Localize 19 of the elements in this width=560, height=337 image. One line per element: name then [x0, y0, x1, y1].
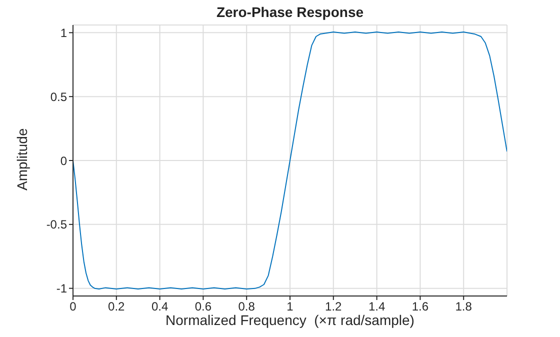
line-series: [73, 32, 507, 290]
x-tick-label: 1.2: [325, 300, 342, 314]
y-axis-title: Amplitude: [14, 128, 30, 190]
x-axis-title: Normalized Frequency (×π rad/sample): [164, 312, 416, 328]
y-tick-label: -0.5: [46, 218, 68, 232]
x-tick-label: 0.4: [151, 300, 168, 314]
x-tick-label: 0: [70, 300, 77, 314]
x-tick-label: 0.8: [238, 300, 256, 314]
x-tick-label: 1.6: [412, 300, 429, 314]
y-tick-label: -1: [56, 282, 68, 296]
x-tick-label: 1.4: [368, 300, 386, 314]
y-tick-label: 0: [60, 154, 68, 168]
y-tick-label: 1: [60, 26, 68, 40]
y-tick-label: 0.5: [50, 90, 68, 104]
x-tick-label: 1.8: [455, 300, 472, 314]
x-tick-label: 0.2: [108, 300, 126, 314]
x-tick-label: 1: [286, 300, 294, 314]
x-tick-label: 0.6: [194, 300, 212, 314]
chart-title: Zero-Phase Response: [215, 4, 365, 20]
